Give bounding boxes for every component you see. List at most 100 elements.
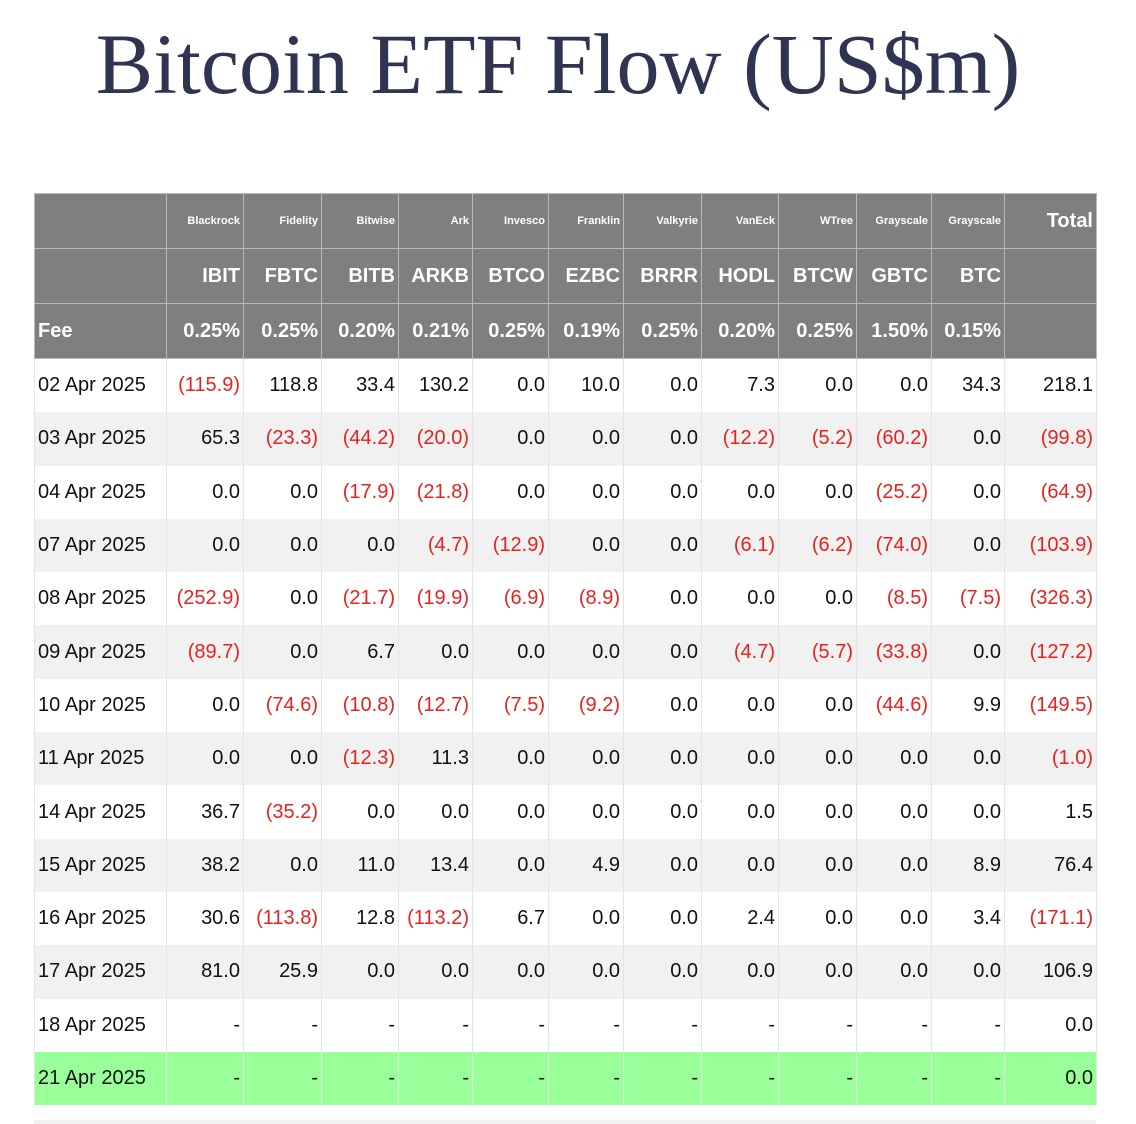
flow-cell: (6.1) (701, 518, 779, 573)
flow-cell: 10.0 (548, 358, 624, 413)
flow-cell: (23.3) (243, 412, 322, 466)
fee-header-blank (1004, 303, 1097, 359)
flow-cell: 118.8 (243, 358, 322, 413)
table-row: 21 Apr 2025- - - - - - - - - - -0.0 (34, 1051, 1097, 1106)
flow-cell: 0.0 (931, 785, 1005, 839)
total-cell: 1.5 (1004, 785, 1097, 839)
flow-cell: 0.0 (548, 785, 624, 839)
date-cell: 02 Apr 2025 (34, 358, 167, 413)
flow-cell: (74.6) (243, 678, 322, 733)
flow-cell: - (701, 998, 779, 1052)
flow-cell: - (623, 998, 702, 1052)
flow-cell: 0.0 (701, 732, 779, 786)
flow-cell: 0.0 (778, 572, 857, 626)
flow-table-body: 02 Apr 2025 (115.9) 118.8 33.4 130.2 0.0 10.0 0… (34, 358, 1097, 1106)
flow-cell: (5.2) (778, 412, 857, 466)
flow-cell: - (778, 998, 857, 1052)
flow-cell: 0.0 (778, 785, 857, 839)
flow-cell: 0.0 (778, 838, 857, 892)
flow-cell: (60.2) (856, 412, 932, 466)
flow-cell: 0.0 (472, 412, 549, 466)
flow-cell: 65.3 (166, 412, 244, 466)
issuer-header-cell: WTree (778, 193, 857, 249)
flow-cell: 0.0 (548, 465, 624, 519)
flow-cell: (113.2) (398, 891, 473, 946)
flow-cell: (20.0) (398, 412, 473, 466)
fee-cell: 0.25% (166, 303, 244, 359)
table-row: 09 Apr 2025 (89.7) 0.0 6.7 0.0 0.0 0.0 0.0 (4.7)… (34, 625, 1097, 679)
date-cell: 04 Apr 2025 (34, 465, 167, 519)
issuer-header-cell: VanEck (701, 193, 779, 249)
issuer-header-cell: Grayscale (856, 193, 932, 249)
flow-cell: 0.0 (166, 465, 244, 519)
flow-cell: - (166, 1051, 244, 1106)
date-cell: 09 Apr 2025 (34, 625, 167, 679)
date-cell: 07 Apr 2025 (34, 518, 167, 573)
flow-cell: 0.0 (472, 732, 549, 786)
total-cell: (127.2) (1004, 625, 1097, 679)
flow-cell: - (321, 998, 399, 1052)
flow-cell: 0.0 (623, 518, 702, 573)
total-cell: 106.9 (1004, 945, 1097, 999)
flow-cell: 0.0 (472, 625, 549, 679)
flow-cell: 0.0 (931, 465, 1005, 519)
flow-cell: 0.0 (623, 732, 702, 786)
date-cell: 14 Apr 2025 (34, 785, 167, 839)
total-cell: (103.9) (1004, 518, 1097, 573)
ticker-header-cell: BITB (321, 248, 399, 304)
flow-cell: 0.0 (931, 732, 1005, 786)
table-row: 03 Apr 2025 65.3 (23.3) (44.2) (20.0) 0.0 0.0 0… (34, 412, 1097, 466)
fee-cell: 0.21% (398, 303, 473, 359)
table-bottom-edge (34, 1120, 1096, 1124)
flow-cell: (4.7) (701, 625, 779, 679)
etf-flow-table-container: Blackrock Fidelity Bitwise Ark Invesco F… (34, 193, 1097, 1106)
flow-cell: 0.0 (856, 358, 932, 413)
flow-cell: - (243, 1051, 322, 1106)
flow-cell: (44.6) (856, 678, 932, 733)
flow-cell: 0.0 (623, 678, 702, 733)
flow-cell: 0.0 (778, 945, 857, 999)
flow-cell: 0.0 (856, 891, 932, 946)
flow-cell: - (931, 998, 1005, 1052)
ticker-header-cell: IBIT (166, 248, 244, 304)
flow-cell: (12.3) (321, 732, 399, 786)
flow-cell: - (166, 998, 244, 1052)
fee-header-row: Fee 0.25% 0.25% 0.20% 0.21% 0.25% 0.19% … (34, 303, 1097, 359)
issuer-header-cell: Grayscale (931, 193, 1005, 249)
flow-cell: (89.7) (166, 625, 244, 679)
flow-cell: 0.0 (166, 518, 244, 573)
flow-cell: 0.0 (548, 625, 624, 679)
date-cell: 18 Apr 2025 (34, 998, 167, 1052)
issuer-header-row: Blackrock Fidelity Bitwise Ark Invesco F… (34, 193, 1097, 249)
flow-cell: (12.2) (701, 412, 779, 466)
flow-cell: (4.7) (398, 518, 473, 573)
issuer-header-cell: Ark (398, 193, 473, 249)
issuer-header-cell: Fidelity (243, 193, 322, 249)
flow-cell: 0.0 (931, 945, 1005, 999)
flow-cell: 0.0 (472, 838, 549, 892)
flow-cell: 0.0 (623, 945, 702, 999)
flow-cell: 34.3 (931, 358, 1005, 413)
issuer-header-cell: Valkyrie (623, 193, 702, 249)
etf-flow-table: Blackrock Fidelity Bitwise Ark Invesco F… (34, 193, 1097, 1106)
flow-cell: 0.0 (701, 465, 779, 519)
flow-cell: (7.5) (472, 678, 549, 733)
flow-cell: 0.0 (243, 572, 322, 626)
flow-cell: 6.7 (321, 625, 399, 679)
flow-cell: 0.0 (856, 732, 932, 786)
flow-cell: 0.0 (701, 678, 779, 733)
flow-cell: (19.9) (398, 572, 473, 626)
flow-cell: 0.0 (166, 732, 244, 786)
date-cell: 21 Apr 2025 (34, 1051, 167, 1106)
flow-cell: - (931, 1051, 1005, 1106)
flow-cell: 0.0 (701, 785, 779, 839)
flow-cell: 8.9 (931, 838, 1005, 892)
flow-cell: 0.0 (623, 625, 702, 679)
flow-cell: - (243, 998, 322, 1052)
ticker-header-cell: BTCO (472, 248, 549, 304)
total-cell: (149.5) (1004, 678, 1097, 733)
flow-cell: 0.0 (243, 838, 322, 892)
flow-cell: 0.0 (623, 465, 702, 519)
flow-cell: 0.0 (472, 358, 549, 413)
flow-cell: 0.0 (778, 358, 857, 413)
